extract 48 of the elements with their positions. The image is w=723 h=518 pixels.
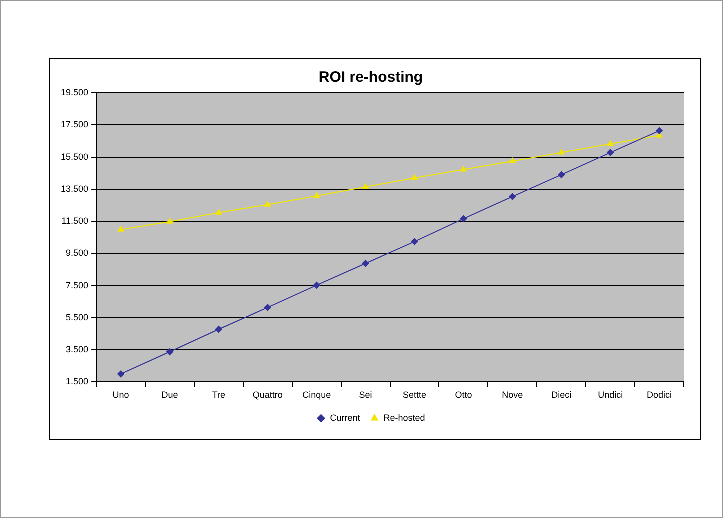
x-tick-label: Due — [162, 390, 178, 400]
y-tick-label: 11.500 — [62, 216, 89, 226]
y-tick-label: 15.500 — [60, 152, 89, 162]
point — [460, 166, 467, 172]
x-tick-label: Nove — [502, 390, 524, 400]
y-tick-label: 3.500 — [66, 344, 89, 355]
y-tick-label: 13.500 — [60, 184, 89, 194]
point — [118, 226, 124, 232]
chart-title: ROI re-hosting — [318, 69, 424, 86]
point — [509, 193, 516, 200]
point — [558, 171, 566, 178]
x-tick-label: Dieci — [552, 390, 572, 400]
point — [216, 209, 222, 215]
point — [460, 215, 468, 222]
point — [215, 326, 222, 333]
legend-label: Re-hosted — [384, 412, 426, 423]
point — [118, 370, 125, 378]
x-tick-label: Settte — [402, 390, 426, 400]
y-tick-label: 1.500 — [66, 376, 89, 387]
y-tick-label: 7.500 — [66, 280, 89, 290]
point — [314, 192, 320, 198]
x-tick-label: Undici — [598, 390, 624, 400]
y-tick-label: 19.500 — [60, 87, 89, 98]
point — [166, 218, 174, 224]
point — [558, 149, 565, 155]
point — [607, 149, 614, 156]
point — [510, 158, 516, 164]
x-tick-label: Dodici — [647, 390, 672, 400]
y-tick-label: 9.500 — [66, 248, 89, 258]
y-tick-label: 17.500 — [60, 120, 89, 130]
x-tick-label: Tre — [212, 390, 226, 400]
point — [411, 238, 418, 246]
point — [264, 304, 272, 312]
y-tick-label: 5.500 — [66, 312, 89, 322]
x-tick-label: Otto — [455, 390, 472, 400]
x-tick-label: Uno — [112, 390, 130, 400]
point — [412, 174, 418, 180]
point — [362, 184, 369, 190]
legend-label: Current — [330, 412, 361, 423]
x-tick-label: Cinque — [302, 390, 332, 400]
x-tick-label: Quattro — [252, 390, 283, 400]
point — [607, 140, 614, 146]
point — [656, 127, 664, 134]
point — [313, 282, 320, 289]
point — [362, 260, 370, 268]
x-tick-label: Sei — [359, 390, 372, 400]
point — [166, 348, 174, 356]
point — [264, 201, 271, 207]
